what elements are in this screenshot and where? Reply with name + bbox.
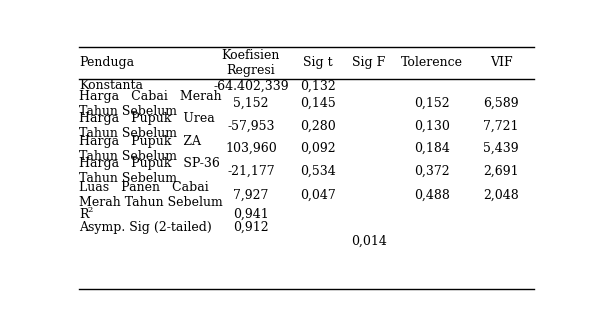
Text: Penduga: Penduga — [80, 56, 135, 69]
Text: Sig F: Sig F — [352, 56, 386, 69]
Text: Asymp. Sig (2-tailed): Asymp. Sig (2-tailed) — [80, 221, 212, 234]
Text: 6,589: 6,589 — [483, 97, 519, 110]
Text: 0,372: 0,372 — [414, 165, 450, 177]
Text: Sig t: Sig t — [303, 56, 333, 69]
Text: 2,691: 2,691 — [483, 165, 519, 177]
Text: 0,130: 0,130 — [414, 119, 450, 133]
Text: 7,721: 7,721 — [483, 119, 519, 133]
Text: Harga   Cabai   Merah
Tahun Sebelum: Harga Cabai Merah Tahun Sebelum — [80, 90, 222, 118]
Text: Tolerence: Tolerence — [401, 56, 463, 69]
Text: 0,488: 0,488 — [414, 188, 450, 202]
Text: 5,439: 5,439 — [483, 142, 519, 155]
Text: Harga   Pupuk   ZA
Tahun Sebelum: Harga Pupuk ZA Tahun Sebelum — [80, 134, 202, 163]
Text: 103,960: 103,960 — [225, 142, 277, 155]
Text: 2: 2 — [87, 206, 93, 214]
Text: 0,132: 0,132 — [300, 79, 336, 92]
Text: Harga   Pupuk   SP-36
Tahun Sebelum: Harga Pupuk SP-36 Tahun Sebelum — [80, 157, 220, 185]
Text: 0,092: 0,092 — [300, 142, 336, 155]
Text: 0,145: 0,145 — [300, 97, 336, 110]
Text: 0,184: 0,184 — [414, 142, 450, 155]
Text: 0,534: 0,534 — [300, 165, 336, 177]
Text: R: R — [80, 208, 89, 221]
Text: 0,047: 0,047 — [300, 188, 336, 202]
Text: 0,014: 0,014 — [351, 234, 387, 247]
Text: 0,941: 0,941 — [233, 208, 269, 221]
Text: 0,912: 0,912 — [233, 221, 269, 234]
Text: -64.402,339: -64.402,339 — [213, 79, 289, 92]
Text: 0,280: 0,280 — [300, 119, 336, 133]
Text: 0,152: 0,152 — [414, 97, 450, 110]
Text: -57,953: -57,953 — [227, 119, 274, 133]
Text: 2,048: 2,048 — [483, 188, 519, 202]
Text: 5,152: 5,152 — [233, 97, 269, 110]
Text: VIF: VIF — [490, 56, 512, 69]
Text: Koefisien
Regresi: Koefisien Regresi — [222, 49, 280, 77]
Text: Konstanta: Konstanta — [80, 79, 144, 92]
Text: Luas   Panen   Cabai
Merah Tahun Sebelum: Luas Panen Cabai Merah Tahun Sebelum — [80, 181, 223, 209]
Text: Harga   Pupuk   Urea
Tahun Sebelum: Harga Pupuk Urea Tahun Sebelum — [80, 112, 215, 140]
Text: 7,927: 7,927 — [233, 188, 269, 202]
Text: -21,177: -21,177 — [227, 165, 274, 177]
